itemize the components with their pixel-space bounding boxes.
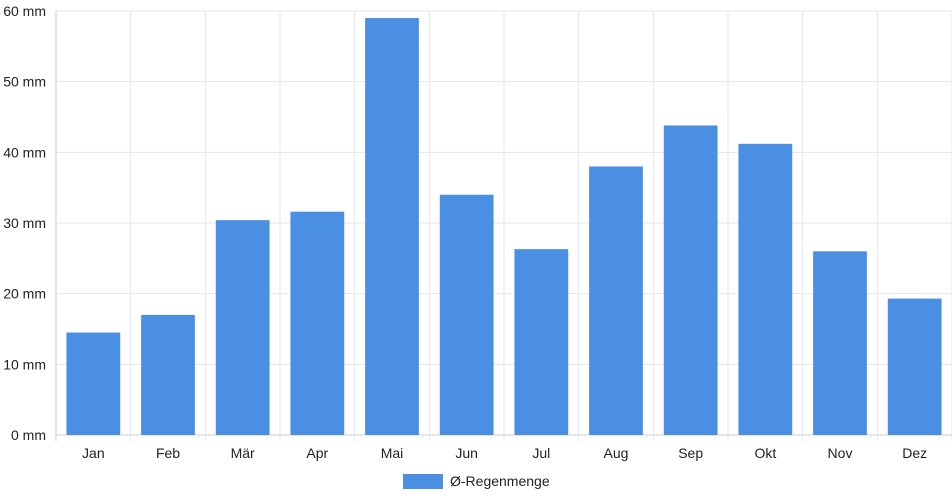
x-tick-label: Okt <box>754 445 776 461</box>
x-tick-label: Apr <box>306 445 328 461</box>
bar-nov[interactable] <box>813 251 867 435</box>
bar-feb[interactable] <box>141 314 195 435</box>
y-tick-label: 50 mm <box>3 74 46 90</box>
x-tick-label: Sep <box>678 445 703 461</box>
x-tick-label: Jul <box>532 445 550 461</box>
y-tick-label: 0 mm <box>11 427 46 443</box>
bar-mai[interactable] <box>365 18 419 436</box>
bar-dez[interactable] <box>887 298 942 435</box>
x-tick-label: Feb <box>156 445 180 461</box>
bar-okt[interactable] <box>738 143 793 435</box>
bar-jun[interactable] <box>439 194 494 435</box>
x-tick-label: Jan <box>82 445 105 461</box>
legend-label[interactable]: Ø-Regenmenge <box>450 473 550 489</box>
x-tick-label: Aug <box>604 445 629 461</box>
grid <box>55 10 952 441</box>
x-tick-label: Dez <box>902 445 927 461</box>
y-tick-label: 10 mm <box>3 356 46 372</box>
bar-jul[interactable] <box>514 249 569 435</box>
y-tick-label: 60 mm <box>3 3 46 19</box>
x-tick-label: Mai <box>381 445 404 461</box>
x-tick-label: Nov <box>828 445 853 461</box>
x-tick-label: Jun <box>455 445 478 461</box>
bar-apr[interactable] <box>290 211 345 435</box>
bar-mär[interactable] <box>215 220 270 435</box>
bars <box>66 18 942 436</box>
x-axis: Jan Feb Mär Apr Mai Jun Jul Aug Sep Okt Nov Dez <box>82 445 927 461</box>
bar-sep[interactable] <box>663 125 718 435</box>
y-tick-label: 20 mm <box>3 286 46 302</box>
legend[interactable]: Ø-Regenmenge <box>403 473 550 489</box>
y-tick-label: 40 mm <box>3 144 46 160</box>
bar-aug[interactable] <box>589 166 643 435</box>
bar-jan[interactable] <box>66 332 121 435</box>
legend-swatch[interactable] <box>403 474 443 489</box>
x-tick-label: Mär <box>231 445 255 461</box>
y-axis: 0 mm 10 mm 20 mm 30 mm 40 mm 50 mm 60 mm <box>3 3 46 443</box>
y-tick-label: 30 mm <box>3 215 46 231</box>
